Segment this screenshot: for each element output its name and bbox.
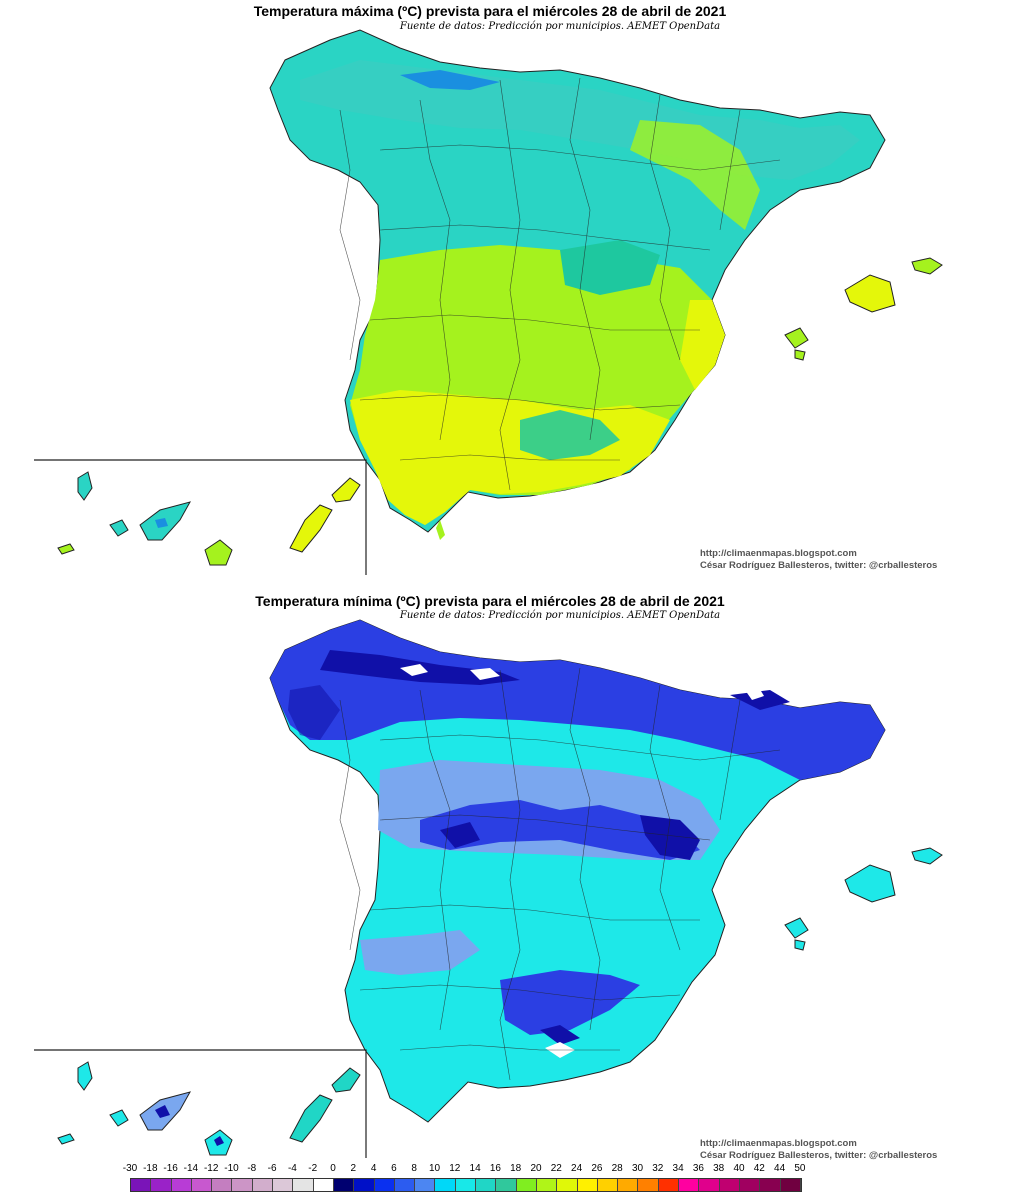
min-map-subtitle: Fuente de datos: Predicción por municipi… [399, 610, 721, 621]
legend-swatch [719, 1179, 740, 1191]
max-credit-url: http://climaenmapas.blogspot.com [700, 548, 857, 559]
legend-tick-label: 24 [571, 1163, 583, 1174]
legend-tick-label: 12 [449, 1163, 461, 1174]
temperature-legend: -30 -18 -16 -14 -12 -10 -8 -6 -4 -2 0 2 4 6 8 10 12 14 16 1… [0, 1160, 1024, 1198]
legend-tick-label: 2 [350, 1163, 357, 1174]
legend-tick-label: 36 [692, 1163, 704, 1174]
legend-tick-label: 14 [469, 1163, 481, 1174]
legend-tick-label: 20 [530, 1163, 542, 1174]
legend-swatch [516, 1179, 537, 1191]
legend-tick-label: 8 [411, 1163, 417, 1174]
legend-swatch [780, 1179, 801, 1191]
legend-swatch [252, 1179, 274, 1191]
min-peninsula [269, 619, 886, 1123]
legend-swatch [679, 1179, 700, 1191]
legend-swatch [618, 1179, 639, 1191]
legend-swatch [293, 1179, 314, 1191]
legend-tick-label: 10 [428, 1163, 441, 1174]
legend-tick-label: 26 [591, 1163, 603, 1174]
min-credits: http://climaenmapas.blogspot.com César R… [700, 1138, 937, 1162]
legend-tick-label: 38 [713, 1163, 725, 1174]
legend-tick-label: 42 [753, 1163, 765, 1174]
legend-swatch [476, 1179, 497, 1191]
legend-tick-label: 34 [672, 1163, 684, 1174]
max-credits: http://climaenmapas.blogspot.com César R… [700, 548, 937, 572]
legend-tick-label: -2 [308, 1163, 318, 1174]
legend-tick-label: -14 [183, 1163, 199, 1174]
legend-tick-label: 0 [330, 1163, 336, 1174]
legend-swatch [415, 1179, 436, 1191]
legend-tick-label: 28 [611, 1163, 623, 1174]
legend-swatch [597, 1179, 619, 1191]
legend-tick-label: -12 [203, 1163, 219, 1174]
max-province-borders [339, 77, 781, 491]
legend-color-bar [130, 1178, 802, 1192]
legend-swatch [273, 1179, 294, 1191]
legend-swatch [191, 1179, 213, 1191]
max-credit-author: César Rodríguez Ballesteros, twitter: @c… [700, 560, 938, 571]
legend-swatch [313, 1179, 334, 1191]
legend-tick-label: -6 [267, 1163, 277, 1174]
legend-swatch [577, 1179, 598, 1191]
legend-swatch [557, 1179, 578, 1191]
legend-tick-label: -30 [122, 1163, 138, 1174]
legend-tick-label: -10 [224, 1163, 239, 1174]
max-temp-map-panel: Temperatura máxima (ºC) prevista para el… [0, 0, 1024, 590]
max-canary-inset [34, 459, 367, 575]
min-canary-inset [34, 1049, 367, 1158]
legend-tick-label: -18 [143, 1163, 158, 1174]
legend-tick-label: 32 [652, 1163, 664, 1174]
legend-swatch [658, 1179, 680, 1191]
max-peninsula [269, 29, 886, 540]
legend-swatch [394, 1179, 416, 1191]
max-map-subtitle: Fuente de datos: Predicción por municipi… [399, 21, 721, 32]
legend-swatch [232, 1179, 253, 1191]
legend-tick-label: 22 [550, 1163, 562, 1174]
legend-swatch [171, 1179, 192, 1191]
min-province-borders [339, 667, 781, 1081]
legend-tick-label: -8 [247, 1163, 257, 1174]
legend-swatch [151, 1179, 172, 1191]
legend-tick-label: -4 [287, 1163, 297, 1174]
legend-tick-label: 16 [489, 1163, 501, 1174]
legend-swatch [739, 1179, 761, 1191]
legend-tick-label: 30 [631, 1163, 644, 1174]
legend-tick-label: -16 [163, 1163, 178, 1174]
min-credit-author: César Rodríguez Ballesteros, twitter: @c… [700, 1150, 938, 1161]
legend-swatch [435, 1179, 456, 1191]
legend-swatch [131, 1179, 152, 1191]
legend-tick-label: 40 [733, 1163, 745, 1174]
legend-tick-label: 18 [510, 1163, 522, 1174]
min-map-title: Temperatura mínima (ºC) prevista para el… [255, 593, 725, 609]
legend-tick-label: 50 [794, 1163, 806, 1174]
legend-tick-label: 44 [774, 1163, 786, 1174]
legend-swatch [638, 1179, 659, 1191]
legend-swatch [455, 1179, 477, 1191]
min-temp-map [34, 619, 943, 1158]
legend-swatch [374, 1179, 395, 1191]
min-balearic-islands [784, 847, 943, 951]
max-balearic-islands [784, 257, 943, 361]
legend-swatch [333, 1179, 355, 1191]
legend-swatch [760, 1179, 781, 1191]
legend-labels: -30 -18 -16 -14 -12 -10 -8 -6 -4 -2 0 2 4 6 8 10 12 14 16 1… [0, 1163, 1024, 1177]
max-map-title: Temperatura máxima (ºC) prevista para el… [253, 3, 727, 19]
legend-tick-label: 4 [370, 1163, 377, 1174]
legend-swatch [699, 1179, 720, 1191]
legend-swatch [354, 1179, 375, 1191]
max-temp-map [34, 29, 943, 575]
legend-tick-label: 6 [391, 1163, 397, 1174]
min-credit-url: http://climaenmapas.blogspot.com [700, 1138, 857, 1149]
legend-swatch [536, 1179, 558, 1191]
legend-swatch [496, 1179, 517, 1191]
min-temp-map-panel: Temperatura mínima (ºC) prevista para el… [0, 590, 1024, 1162]
legend-swatch [212, 1179, 233, 1191]
